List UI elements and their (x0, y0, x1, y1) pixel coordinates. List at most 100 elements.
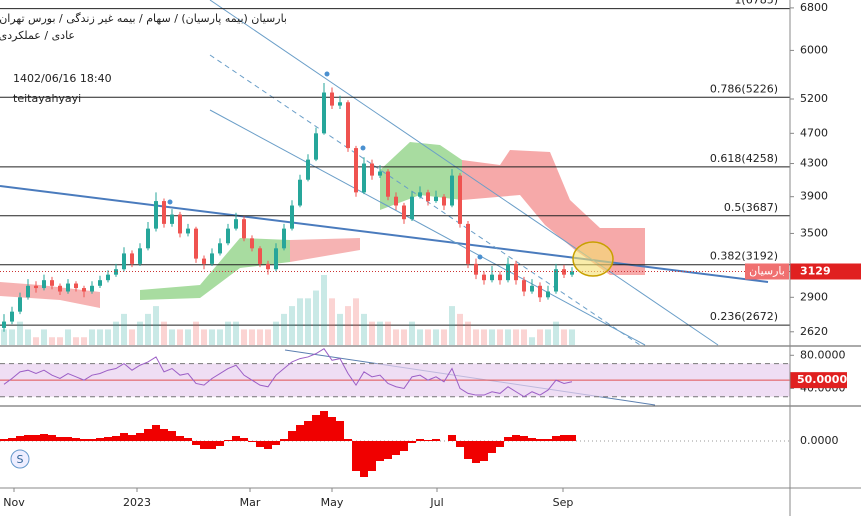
histogram-bar (408, 441, 416, 443)
last-price-box (790, 263, 861, 280)
candle-body (34, 285, 38, 289)
histogram-bar (48, 435, 56, 441)
candle-body (554, 269, 558, 292)
histogram-bar (0, 439, 8, 441)
volume-bar (65, 329, 71, 345)
histogram-bar (144, 429, 152, 441)
histogram-bar (32, 435, 40, 441)
histogram-bar (368, 441, 376, 471)
x-tick-label: 2023 (123, 496, 151, 509)
candle-body (58, 285, 62, 292)
histogram-bar (512, 435, 520, 441)
volume-bar (97, 329, 103, 345)
x-tick-label: May (321, 496, 344, 509)
volume-bar (49, 337, 55, 345)
histogram-bar (104, 437, 112, 441)
trendline (0, 185, 769, 283)
volume-bar (129, 329, 135, 345)
fib-label: 1(6785) (734, 0, 778, 7)
y-tick-label: 2900 (800, 290, 828, 303)
volume-bar (177, 329, 183, 345)
volume-bar (505, 329, 511, 345)
histogram-bar (216, 441, 224, 446)
histogram-bar (304, 421, 312, 441)
candle-body (42, 280, 46, 289)
y-tick-label: 0.0000 (800, 434, 839, 447)
candle-body (90, 285, 94, 292)
histogram-bar (256, 441, 264, 447)
candle-body (338, 102, 342, 106)
volume-bar (433, 329, 439, 345)
volume-bar (201, 329, 207, 345)
candle-body (322, 92, 326, 134)
candle-body (266, 263, 270, 270)
histogram-bar (352, 441, 360, 471)
histogram-bar (480, 441, 488, 461)
volume-bar (121, 313, 127, 345)
volume-bar (481, 329, 487, 345)
histogram-bar (152, 425, 160, 441)
volume-bar (241, 329, 247, 345)
candle-body (418, 192, 422, 197)
candle-body (26, 285, 30, 298)
cloud-green (140, 238, 290, 300)
volume-bar (529, 337, 535, 345)
fib-label: 0.382(3192) (710, 250, 778, 263)
histogram-bar (176, 436, 184, 441)
histogram-bar (344, 439, 352, 441)
histogram-bar (568, 435, 576, 441)
candle-body (122, 253, 126, 270)
candle-body (282, 228, 286, 249)
x-tick-label: Sep (553, 496, 574, 509)
fib-label: 0.236(2672) (710, 310, 778, 323)
volume-bar (401, 329, 407, 345)
histogram-bar (192, 441, 200, 445)
histogram-bar (488, 441, 496, 453)
symbol-tag-box (745, 263, 789, 280)
volume-bar (321, 275, 327, 345)
candle-body (538, 285, 542, 298)
histogram-bar (360, 441, 368, 477)
candle-body (82, 288, 86, 292)
histogram-bar (384, 441, 392, 459)
symbol-tag: بارسیان (749, 264, 785, 277)
candle-body (154, 201, 158, 229)
candle-body (186, 228, 190, 234)
histogram-bar (552, 436, 560, 441)
subtitle: عادی / عملکردی / (0, 29, 75, 42)
volume-bar (449, 306, 455, 345)
histogram-bar (168, 431, 176, 441)
volume-bar (169, 329, 175, 345)
volume-bar (209, 329, 215, 345)
histogram-bar (312, 415, 320, 441)
y-tick-label: 5200 (800, 92, 828, 105)
y-tick-label: 3500 (800, 226, 828, 239)
volume-bar (425, 329, 431, 345)
volume-bar (145, 313, 151, 345)
volume-bar (393, 329, 399, 345)
candle-body (202, 258, 206, 264)
candle-body (506, 263, 510, 281)
candle-body (570, 271, 574, 275)
candle-body (370, 163, 374, 176)
volume-bar (537, 329, 543, 345)
candle-body (114, 269, 118, 275)
candle-body (450, 175, 454, 206)
volume-bar (289, 306, 295, 345)
histogram-bar (448, 435, 456, 441)
datetime: 1402/06/16 18:40 (13, 72, 112, 85)
volume-bar (81, 337, 87, 345)
volume-bar (113, 321, 119, 345)
candle-body (2, 321, 6, 328)
volume-bar (161, 321, 167, 345)
volume-bar (353, 298, 359, 345)
histogram-bar (528, 438, 536, 441)
volume-bar (265, 329, 271, 345)
volume-bar (225, 321, 231, 345)
histogram-bar (24, 435, 32, 441)
candle-body (546, 291, 550, 298)
candle-body (498, 274, 502, 281)
histogram-bar (416, 439, 424, 441)
